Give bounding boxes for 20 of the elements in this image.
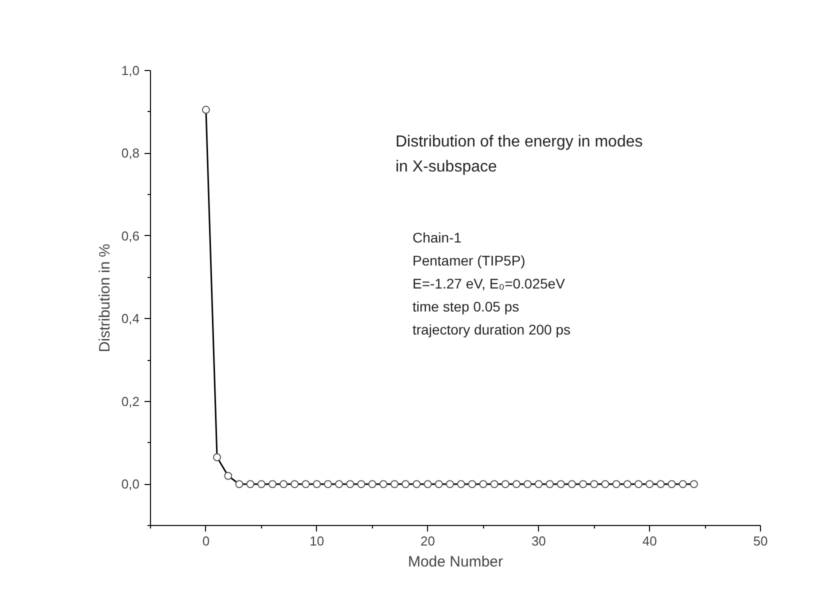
y-tick-label: 0,2 <box>121 394 140 409</box>
x-tick-label: 10 <box>310 534 324 548</box>
annotation: Distribution of the energy in modes in X-subspace <box>396 134 643 176</box>
annotation: E=-1.27 eV, E₀=0.025eV <box>412 276 566 292</box>
x-axis-title: Mode Number <box>408 554 504 570</box>
annotation: Pentamer (TIP5P) <box>412 252 526 268</box>
y-tick-label: 0,4 <box>121 311 140 326</box>
x-tick-label: 20 <box>420 534 436 548</box>
y-tick-label: 0,6 <box>121 228 140 244</box>
annotation: Chain-1 <box>412 230 462 246</box>
annotation: time step 0.05 ps <box>412 298 520 314</box>
y-axis-title: Distribution in % <box>96 244 114 352</box>
y-tick-label: 0,0 <box>121 476 140 492</box>
x-tick-label: 50 <box>753 534 768 548</box>
annotation: trajectory duration 200 ps <box>412 322 570 338</box>
x-tick-label: 0 <box>202 534 210 548</box>
y-tick-label: 1,0 <box>121 63 140 78</box>
x-tick-label: 40 <box>642 534 657 548</box>
y-tick-label: 0,8 <box>121 146 140 161</box>
x-tick-label: 30 <box>531 534 546 548</box>
